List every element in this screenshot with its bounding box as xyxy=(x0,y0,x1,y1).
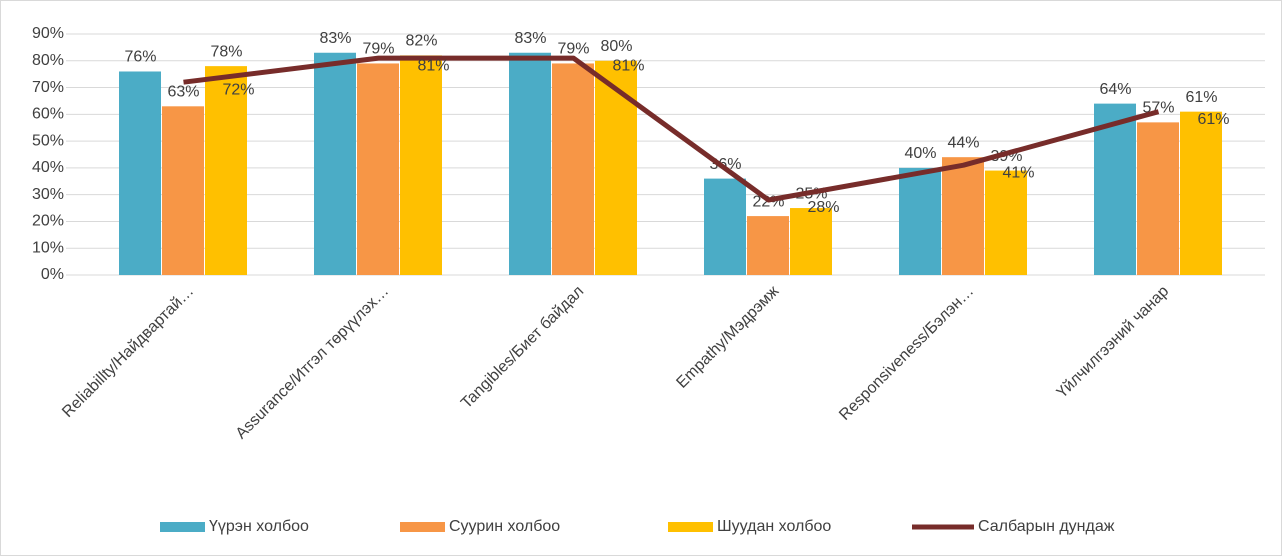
bar xyxy=(747,216,789,275)
y-tick-label: 70% xyxy=(32,79,64,96)
bar xyxy=(1137,122,1179,275)
y-tick-label: 40% xyxy=(32,159,64,176)
legend-label: Суурин холбоо xyxy=(449,518,560,535)
data-label: 82% xyxy=(405,33,437,50)
bar xyxy=(1180,111,1222,276)
data-label: 61% xyxy=(1185,89,1217,106)
data-label: 79% xyxy=(362,41,394,58)
bar xyxy=(400,55,442,275)
data-label: 78% xyxy=(210,43,242,60)
bar xyxy=(704,178,746,275)
bar xyxy=(509,52,551,275)
line-label: 28% xyxy=(807,199,839,216)
data-label: 83% xyxy=(319,30,351,47)
data-label: 76% xyxy=(124,49,156,66)
y-tick-label: 50% xyxy=(32,132,64,149)
bar xyxy=(899,167,941,275)
data-label: 44% xyxy=(947,134,979,151)
y-tick-label: 60% xyxy=(32,106,64,123)
bar xyxy=(162,106,204,275)
y-tick-label: 0% xyxy=(41,266,64,283)
legend-swatch xyxy=(400,522,445,532)
legend-swatch xyxy=(160,522,205,532)
line-label: 61% xyxy=(1197,111,1229,128)
bar xyxy=(595,60,637,276)
bar xyxy=(942,157,984,275)
legend-label: Салбарын дундаж xyxy=(978,518,1115,535)
data-label: 79% xyxy=(557,41,589,58)
y-tick-label: 30% xyxy=(32,186,64,203)
line-label: 81% xyxy=(612,57,644,74)
y-tick-label: 90% xyxy=(32,25,64,42)
bar xyxy=(357,63,399,276)
bar xyxy=(205,66,247,275)
line-label: 41% xyxy=(1002,164,1034,181)
y-tick-label: 80% xyxy=(32,52,64,69)
line-label: 72% xyxy=(222,81,254,98)
data-label: 64% xyxy=(1099,81,1131,98)
data-label: 40% xyxy=(904,145,936,162)
bar xyxy=(552,63,594,276)
y-tick-label: 10% xyxy=(32,239,64,256)
data-label: 80% xyxy=(600,38,632,55)
legend-swatch xyxy=(668,522,713,532)
bar xyxy=(985,170,1027,275)
line-series xyxy=(183,55,1160,203)
line-label: 81% xyxy=(417,57,449,74)
data-label: 63% xyxy=(167,84,199,101)
y-tick-label: 20% xyxy=(32,213,64,230)
data-label: 83% xyxy=(514,30,546,47)
bar xyxy=(790,208,832,275)
bar xyxy=(1094,103,1136,275)
legend-label: Шуудан холбоо xyxy=(717,518,831,535)
bar xyxy=(119,71,161,275)
bar xyxy=(314,52,356,275)
legend-label: Үүрэн холбоо xyxy=(209,518,309,535)
